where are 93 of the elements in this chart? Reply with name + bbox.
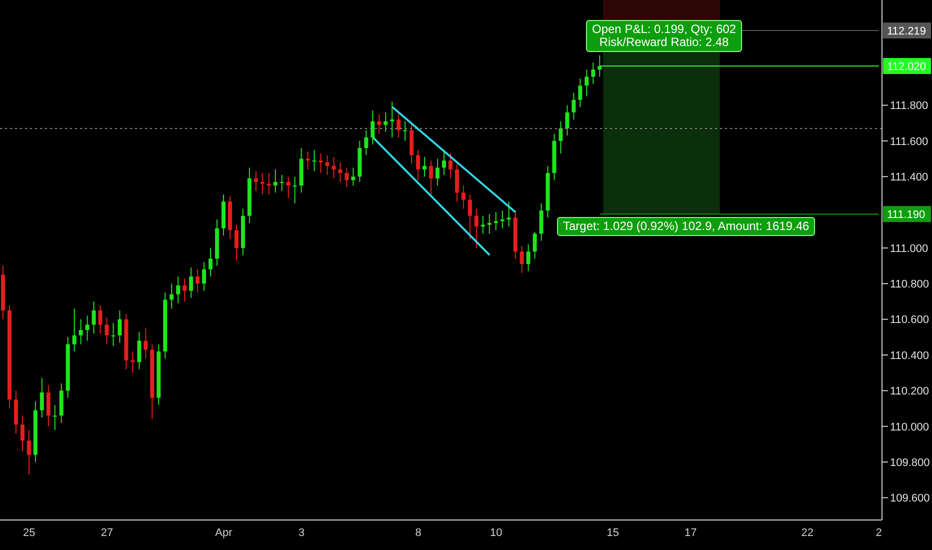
- candlestick: [26, 429, 31, 476]
- candlestick: [461, 185, 466, 210]
- candlestick: [454, 164, 459, 202]
- y-tick-label: 110.400: [890, 350, 929, 362]
- candlestick: [85, 315, 90, 342]
- candlestick: [137, 331, 142, 370]
- candlestick: [111, 322, 116, 347]
- annotation: Open P&L: 0.199, Qty: 602 Risk/Reward Ratio: 2.48: [592, 22, 736, 49]
- candlestick: [332, 156, 336, 179]
- candlestick: [572, 92, 576, 120]
- candlestick: [532, 231, 537, 260]
- candlestick: [487, 214, 492, 234]
- candlestick: [46, 384, 50, 427]
- ref-line-label: 112.020: [887, 61, 926, 74]
- candlestick: [416, 149, 420, 181]
- candlestick: [144, 328, 148, 360]
- candlestick: [520, 246, 524, 274]
- candlestick: [494, 212, 498, 231]
- y-tick-label: 111.400: [890, 172, 928, 184]
- ref-line-label: 112.219: [887, 26, 926, 38]
- candlestick: [429, 160, 434, 195]
- candlestick: [370, 110, 375, 145]
- candlestick: [436, 158, 440, 186]
- x-tick-label: 17: [684, 526, 697, 539]
- candlestick: [325, 154, 330, 176]
- candlestick: [558, 120, 563, 154]
- candlestick: [182, 278, 187, 302]
- x-tick-label: 15: [606, 526, 619, 539]
- candlestick: [202, 262, 206, 292]
- y-tick-label: 109.600: [890, 492, 930, 505]
- candlestick: [312, 149, 316, 172]
- candlestick: [170, 283, 174, 310]
- y-tick-label: 111.000: [890, 242, 928, 255]
- candlestick: [208, 247, 213, 277]
- candlestick: [189, 267, 194, 298]
- x-tick-label: 22: [801, 526, 814, 539]
- candlestick: [598, 54, 602, 78]
- candlestick: [196, 268, 200, 294]
- candlestick: [273, 168, 278, 194]
- x-tick-label: 10: [490, 526, 502, 539]
- x-tick-label: Apr: [215, 526, 233, 539]
- candlestick: [506, 201, 511, 228]
- candlestick: [318, 152, 323, 174]
- candlestick: [474, 208, 478, 248]
- candlestick: [72, 308, 76, 352]
- candlestick: [351, 167, 356, 186]
- candlestick: [52, 404, 57, 430]
- candlestick: [390, 101, 394, 138]
- candlestick: [104, 317, 109, 345]
- candlestick: [403, 120, 408, 142]
- y-tick-label: 110.000: [890, 421, 929, 434]
- candlestick: [468, 194, 472, 240]
- candlestick: [591, 62, 596, 84]
- x-tick-label: 2: [876, 526, 882, 539]
- candlestick: [20, 415, 24, 452]
- candlestick: [364, 130, 368, 156]
- candlestick: [118, 310, 122, 344]
- candlestick: [584, 69, 589, 97]
- candlestick: [448, 152, 452, 179]
- candlestick: [234, 224, 238, 261]
- y-tick-label: 111.800: [890, 100, 928, 112]
- candlestick: [578, 78, 582, 108]
- candlestick: [526, 244, 530, 272]
- candlestick: [344, 167, 349, 188]
- ref-line-label: 111.190: [887, 209, 926, 222]
- candlestick: [422, 156, 427, 178]
- candlestick: [338, 162, 342, 182]
- candlestick: [292, 176, 297, 204]
- candlestick: [539, 202, 544, 242]
- x-tick-label: 25: [23, 526, 36, 539]
- candlestick: [266, 172, 271, 195]
- candlestick: [254, 170, 258, 192]
- candlestick: [286, 176, 290, 199]
- x-tick-label: 3: [298, 526, 305, 539]
- annotation: Target: 1.029 (0.92%) 102.9, Amount: 1619.46: [563, 219, 810, 233]
- candlestick: [98, 304, 102, 334]
- y-tick-label: 110.200: [890, 386, 929, 398]
- candlestick: [396, 114, 401, 138]
- candlestick: [176, 276, 180, 304]
- candlestick: [280, 174, 284, 192]
- candlestick: [384, 112, 388, 133]
- y-tick-label: 110.600: [890, 314, 929, 326]
- y-tick-label: 110.800: [890, 278, 929, 291]
- x-tick-label: 8: [415, 526, 422, 539]
- candlestick: [377, 114, 382, 134]
- x-tick-label: 27: [100, 526, 114, 539]
- candlestick: [565, 104, 570, 136]
- y-tick-label: 111.600: [890, 136, 928, 148]
- y-tick-label: 109.800: [890, 456, 930, 469]
- candlestick: [78, 318, 83, 345]
- candlestick: [442, 149, 446, 176]
- candlestick: [40, 378, 44, 418]
- candlestick: [92, 300, 96, 334]
